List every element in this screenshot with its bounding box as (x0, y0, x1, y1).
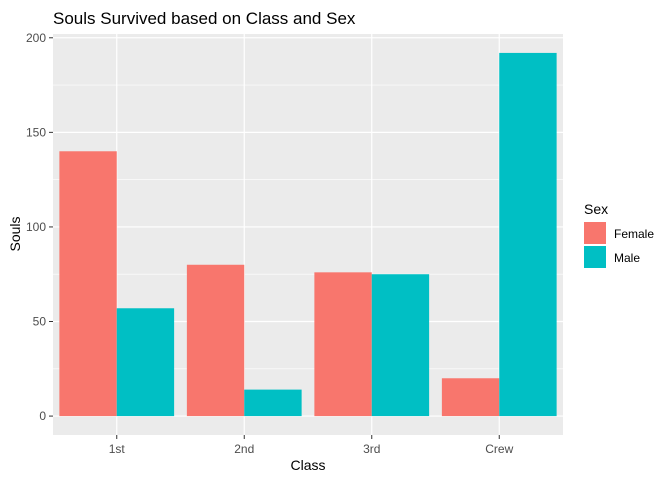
bar-male-2nd (244, 389, 302, 417)
bar-female-1st (59, 151, 117, 417)
x-tick-label: 2nd (234, 442, 254, 456)
legend-title: Sex (584, 201, 608, 217)
y-tick-label: 100 (26, 220, 46, 234)
bars (59, 52, 557, 417)
y-tick-label: 0 (39, 409, 46, 423)
bar-female-3rd (314, 272, 372, 417)
legend-label-female: Female (614, 227, 654, 241)
y-tick-label: 50 (33, 315, 47, 329)
bar-female-2nd (186, 264, 245, 417)
bar-male-crew (499, 52, 557, 417)
x-tick-label: Crew (485, 442, 513, 456)
legend: Sex Female Male (584, 201, 654, 268)
axis-ticks: 0 50 100 150 200 1st 2nd 3rd Crew (26, 31, 514, 456)
x-tick-label: 3rd (363, 442, 380, 456)
x-tick-label: 1st (109, 442, 126, 456)
legend-items: Female Male (584, 222, 654, 268)
chart-title: Souls Survived based on Class and Sex (53, 9, 356, 28)
x-axis-title: Class (290, 457, 325, 473)
bar-male-1st (116, 308, 175, 417)
y-tick-label: 150 (26, 125, 46, 139)
bar-male-3rd (371, 274, 430, 417)
y-axis-title: Souls (7, 216, 23, 251)
bar-female-crew (441, 378, 500, 417)
legend-key-male (584, 246, 606, 268)
legend-label-male: Male (614, 251, 640, 265)
legend-key-female (584, 222, 606, 244)
y-tick-label: 200 (26, 31, 46, 45)
